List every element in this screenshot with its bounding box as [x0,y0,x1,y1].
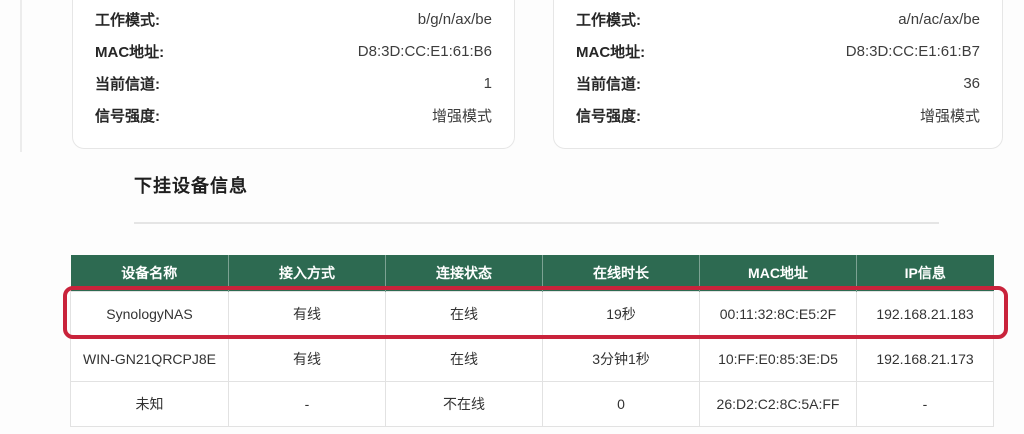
column-header-ip: IP信息 [856,255,994,292]
info-row-work-mode: 工作模式: b/g/n/ax/be [95,3,492,35]
info-row-channel: 当前信道: 1 [95,67,492,99]
info-label: 信号强度: [576,107,641,125]
table-row: 未知 - 不在线 0 26:D2:C2:8C:5A:FF - [70,381,994,427]
table-cell: 在线 [385,291,543,337]
table-cell: 192.168.21.183 [856,291,994,337]
column-header-connection-status: 连接状态 [385,255,543,292]
info-label: 当前信道: [576,75,641,93]
info-value: D8:3D:CC:E1:61:B6 [357,42,492,60]
device-table: 设备名称 接入方式 连接状态 在线时长 MAC地址 IP信息 SynologyN… [63,255,1008,427]
info-value: 增强模式 [431,107,492,125]
wifi-5g-info-panel: 工作模式: a/n/ac/ax/be MAC地址: D8:3D:CC:E1:61… [553,0,1003,149]
info-row-signal: 信号强度: 增强模式 [576,99,980,131]
info-label: 信号强度: [95,107,160,125]
info-row-channel: 当前信道: 36 [576,67,980,99]
info-value: D8:3D:CC:E1:61:B7 [845,42,980,60]
table-cell: 3分钟1秒 [542,336,700,382]
table-row: WIN-GN21QRCPJ8E 有线 在线 3分钟1秒 10:FF:E0:85:… [70,336,994,382]
column-header-mac: MAC地址 [699,255,857,292]
table-header-row: 设备名称 接入方式 连接状态 在线时长 MAC地址 IP信息 [70,255,994,292]
table-cell: 00:11:32:8C:E5:2F [699,291,857,337]
info-value: b/g/n/ax/be [417,10,492,28]
table-cell: 有线 [228,336,386,382]
table-cell: SynologyNAS [70,291,229,337]
table-cell: 10:FF:E0:85:3E:D5 [699,336,857,382]
column-header-device-name: 设备名称 [70,255,229,292]
wifi-2g4-info-panel: 工作模式: b/g/n/ax/be MAC地址: D8:3D:CC:E1:61:… [72,0,515,149]
info-label: 工作模式: [95,11,160,29]
info-label: 工作模式: [576,11,641,29]
section-divider [134,222,939,224]
info-label: MAC地址: [576,43,646,61]
table-cell: 192.168.21.173 [856,336,994,382]
table-cell: 不在线 [385,381,543,427]
table-cell: 0 [542,381,700,427]
column-header-online-duration: 在线时长 [542,255,700,292]
column-header-access-type: 接入方式 [228,255,386,292]
table-cell: 有线 [228,291,386,337]
table-cell: 在线 [385,336,543,382]
table-cell: - [856,381,994,427]
table-cell: 未知 [70,381,229,427]
info-row-signal: 信号强度: 增强模式 [95,99,492,131]
info-row-work-mode: 工作模式: a/n/ac/ax/be [576,3,980,35]
device-table-grid: 设备名称 接入方式 连接状态 在线时长 MAC地址 IP信息 SynologyN… [70,255,994,427]
info-value: 增强模式 [919,107,980,125]
info-value: a/n/ac/ax/be [898,10,980,28]
table-cell: - [228,381,386,427]
info-value: 36 [963,74,980,92]
table-row: SynologyNAS 有线 在线 19秒 00:11:32:8C:E5:2F … [70,291,994,337]
info-row-mac: MAC地址: D8:3D:CC:E1:61:B7 [576,35,980,67]
table-cell: 19秒 [542,291,700,337]
info-value: 1 [483,74,492,92]
section-title: 下挂设备信息 [134,176,248,196]
table-cell: 26:D2:C2:8C:5A:FF [699,381,857,427]
left-panel-edge [20,0,22,152]
table-cell: WIN-GN21QRCPJ8E [70,336,229,382]
info-label: MAC地址: [95,43,165,61]
info-label: 当前信道: [95,75,160,93]
info-row-mac: MAC地址: D8:3D:CC:E1:61:B6 [95,35,492,67]
